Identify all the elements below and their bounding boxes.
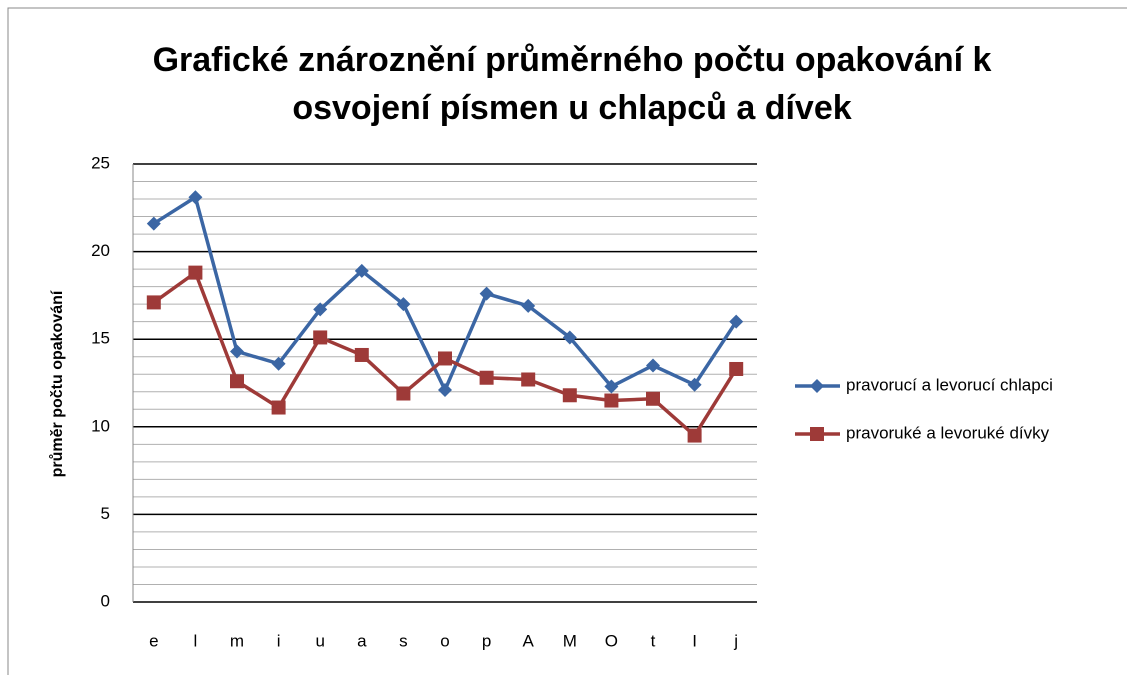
- data-point: [687, 377, 702, 392]
- data-point: [396, 297, 411, 312]
- legend-label: pravorucí a levorucí chlapci: [846, 375, 1053, 394]
- data-point: [687, 428, 702, 443]
- x-tick-label: l: [194, 631, 198, 650]
- data-point: [271, 356, 286, 371]
- data-point: [521, 298, 536, 313]
- x-tick-label: M: [563, 631, 577, 650]
- data-point: [604, 379, 619, 394]
- data-point: [438, 383, 452, 398]
- x-tick-label: A: [523, 631, 535, 650]
- y-tick-label: 10: [91, 416, 110, 435]
- data-point: [230, 344, 244, 359]
- x-tick-label: s: [399, 631, 408, 650]
- data-point: [438, 351, 452, 366]
- y-tick-label: 5: [101, 504, 110, 523]
- data-point: [646, 391, 660, 406]
- data-point: [230, 374, 244, 389]
- y-tick-label: 0: [101, 591, 110, 610]
- x-tick-label: e: [149, 631, 158, 650]
- x-tick-label: u: [315, 631, 324, 650]
- data-point: [646, 358, 660, 373]
- data-point: [313, 330, 328, 345]
- y-tick-label: 20: [91, 241, 110, 260]
- data-point: [479, 286, 494, 301]
- legend-label: pravoruké a levoruké dívky: [846, 423, 1050, 442]
- x-tick-label: o: [440, 631, 449, 650]
- chart-border: [7, 7, 1127, 675]
- x-tick-label: j: [733, 631, 738, 650]
- data-point: [396, 386, 411, 401]
- x-tick-label: I: [692, 631, 697, 650]
- data-point: [729, 314, 744, 329]
- data-point: [729, 361, 744, 376]
- legend-marker: [810, 379, 824, 393]
- data-point: [521, 372, 536, 387]
- data-point: [146, 216, 161, 231]
- data-point: [604, 393, 619, 408]
- x-tick-label: a: [357, 631, 367, 650]
- data-point: [354, 263, 369, 278]
- data-point: [562, 330, 577, 345]
- y-axis-label: průměr počtu opakování: [49, 290, 66, 477]
- data-point: [354, 347, 369, 362]
- data-point: [313, 302, 328, 317]
- data-point: [562, 388, 577, 403]
- data-point: [271, 400, 286, 415]
- y-tick-label: 15: [91, 329, 110, 348]
- x-tick-label: m: [230, 631, 244, 650]
- x-tick-label: O: [605, 631, 618, 650]
- data-point: [146, 295, 161, 310]
- legend-marker: [810, 427, 824, 441]
- data-point: [188, 190, 203, 205]
- data-point: [188, 265, 203, 280]
- y-tick-label: 25: [91, 153, 110, 172]
- chart-title: Grafické znároznění průměrného počtu opa…: [152, 41, 992, 127]
- x-tick-label: p: [482, 631, 491, 650]
- data-point: [479, 370, 494, 385]
- x-tick-label: t: [651, 631, 656, 650]
- x-tick-label: i: [277, 631, 281, 650]
